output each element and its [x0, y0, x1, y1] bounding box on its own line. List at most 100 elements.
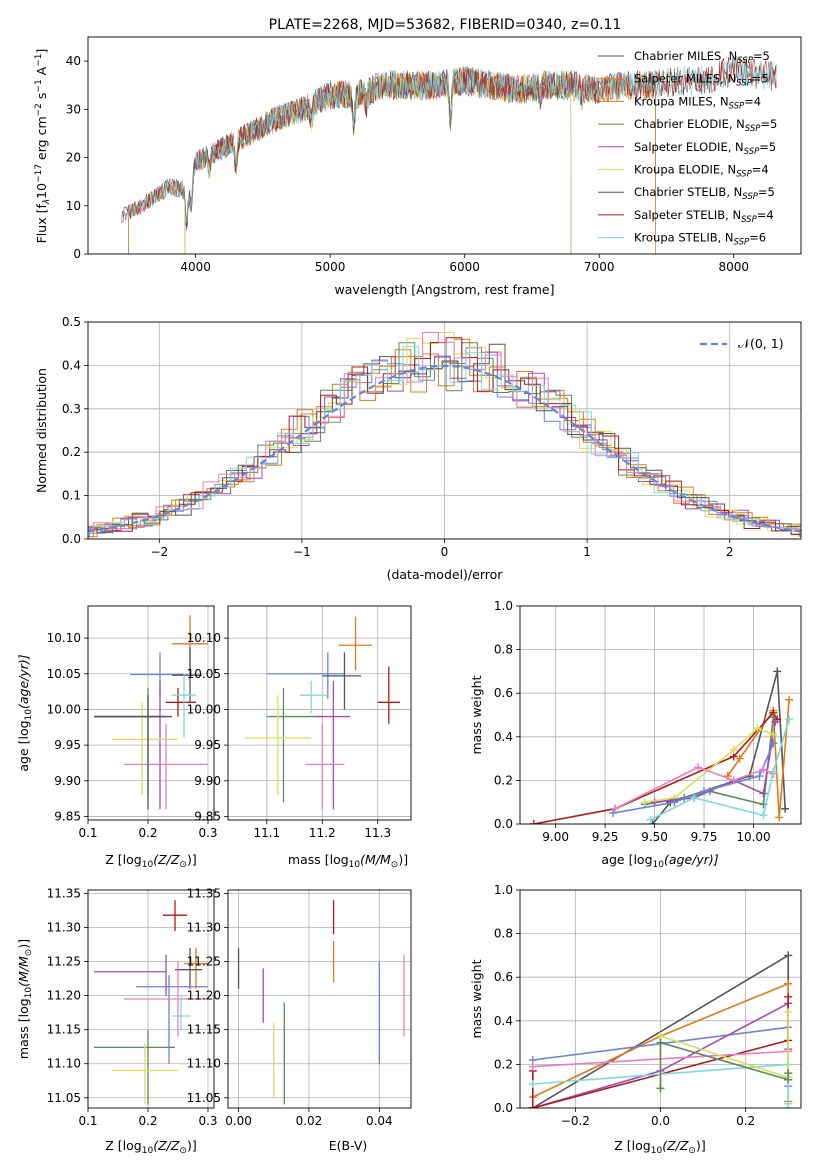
y-tick-label: 10.10: [187, 631, 221, 645]
y-tick-label: 1.0: [494, 599, 513, 613]
weight-marker: [646, 815, 655, 824]
label-part: (Z/Z: [153, 1138, 180, 1153]
weight-marker: [529, 820, 538, 824]
legend-value: =5: [759, 140, 776, 154]
label-part: 10: [142, 1146, 154, 1156]
y-tick-label: 9.85: [54, 809, 81, 823]
legend-value: =6: [749, 231, 766, 245]
axes-frame: [87, 36, 802, 255]
x-tick-label: −1: [293, 545, 311, 559]
histogram-ylabel: Normed distribution: [34, 368, 49, 493]
mass-xlabel: mass [log10(M/M⊙)]: [288, 852, 408, 870]
weight-marker: [700, 787, 709, 796]
x-tick-label: −0.2: [561, 1114, 590, 1128]
label-part: erg cm: [34, 116, 49, 164]
legend-value: =5: [753, 49, 770, 63]
y-tick-label: 0.4: [62, 358, 81, 372]
weight-marker: [729, 745, 738, 754]
y-tick-label: 10.05: [47, 667, 81, 681]
legend-sub: SSP: [744, 147, 760, 157]
label-part: −2: [34, 103, 44, 116]
legend-sub: SSP: [742, 192, 758, 202]
label-part: (M/M: [360, 852, 391, 867]
y-tick-label: 11.25: [187, 955, 221, 969]
legend-sub: SSP: [737, 56, 753, 66]
weight-marker: [735, 754, 744, 763]
weight-age-xlabel: age [log10(age/yr)]: [601, 852, 718, 870]
weight-marker: [773, 667, 782, 676]
age_vs_mass-plot: [244, 616, 400, 810]
legend-text: Kroupa STELIB, N: [634, 231, 734, 245]
y-tick-label: 0.0: [62, 532, 81, 546]
x-tick-label: 0.2: [138, 826, 157, 840]
weight-marker: [769, 730, 778, 739]
y-tick-label: 20: [66, 151, 81, 165]
legend-sub: SSP: [734, 238, 750, 248]
x-tick-label: 2: [726, 545, 734, 559]
y-tick-label: 9.85: [194, 809, 221, 823]
label-part: −1: [34, 54, 44, 67]
age-ylabel: age [log10(age/yr)]: [16, 654, 34, 771]
legend-text: Kroupa ELODIE, N: [634, 163, 736, 177]
label-part: ⊙: [688, 1146, 696, 1156]
mass_vs_ebv-axes: 0.00 0.02 0.04 11.05 11.10 11.15 11.20 11.25 11.…: [187, 886, 412, 1128]
y-tick-label: 11.15: [187, 1023, 221, 1037]
spectrum-plot: [121, 55, 777, 254]
weight-marker: [753, 724, 762, 733]
age_vs_Z-plot: [94, 615, 208, 810]
legend-entry: Kroupa ELODIE, NSSP=4: [634, 163, 769, 180]
legend-entry: Salpeter STELIB, NSSP=4: [634, 208, 774, 225]
label-part: λ: [42, 199, 52, 205]
label-part: age [log: [601, 852, 652, 867]
x-tick-label: −2: [150, 545, 168, 559]
weight_vs_Z-axes: −0.2 0.0 0.2 0.0 0.2 0.4 0.6 0.8 1.0: [494, 883, 802, 1128]
weight-line: [651, 671, 786, 824]
weight-age-ylabel: mass weight: [469, 675, 484, 754]
weight-marker: [694, 763, 703, 772]
y-tick-label: 30: [66, 102, 81, 116]
y-tick-label: 0.8: [494, 927, 513, 941]
x-tick-label: 10.00: [736, 830, 770, 844]
label-part: Z [log: [614, 1138, 650, 1153]
spectrum-ylabel: Flux [fλ10−17 erg cm−2 s−1 A−1]: [34, 49, 52, 244]
x-tick-label: 0: [441, 545, 449, 559]
legend-entry: Salpeter MILES, NSSP=5: [634, 72, 769, 89]
y-tick-label: 0.2: [494, 1057, 513, 1071]
weight_vs_Z-plot: [528, 951, 793, 1108]
legend-value: =5: [752, 72, 769, 86]
y-tick-label: 11.05: [187, 1091, 221, 1105]
axes-frame: [227, 889, 412, 1109]
weight-marker: [769, 713, 778, 722]
label-part: 10: [349, 860, 361, 870]
label-part: (M/M: [16, 956, 31, 987]
x-tick-label: 0.1: [78, 826, 97, 840]
label-part: (age/yr)]: [664, 852, 719, 867]
age_vs_mass-axes: 11.1 11.2 11.3 9.85 9.90 9.95 10.00 10.05 10.10: [187, 605, 412, 840]
mass-ylabel: mass [log10(M/M⊙)]: [16, 939, 34, 1059]
label-part: ⊙: [179, 1146, 187, 1156]
legend-value: =4: [757, 208, 774, 222]
weight-marker: [769, 739, 778, 748]
histogram-series: [88, 342, 801, 536]
label-part: 10: [34, 183, 49, 199]
weight-marker: [610, 804, 619, 813]
label-part: ⊙: [391, 860, 399, 870]
label-part: )]: [187, 1138, 197, 1153]
label-part: )]: [398, 852, 408, 867]
histogram-series: [88, 332, 801, 531]
y-tick-label: 0.6: [494, 686, 513, 700]
y-tick-label: 0.3: [62, 402, 81, 416]
x-tick-label: 0.2: [736, 1114, 755, 1128]
legend-sub: SSP: [736, 170, 752, 180]
legend-text: Chabrier MILES, N: [634, 49, 737, 63]
weight-marker: [609, 809, 618, 818]
legend-sub: SSP: [729, 101, 745, 111]
y-tick-label: 11.10: [187, 1057, 221, 1071]
y-tick-label: 0.2: [494, 773, 513, 787]
histogram-series: [88, 346, 801, 533]
y-tick-label: 0.1: [62, 489, 81, 503]
age_vs_Z-axes: 0.1 0.2 0.3 9.85 9.90 9.95 10.00 10.05 10.10: [47, 605, 218, 840]
y-tick-label: 0: [73, 247, 81, 261]
label-part: −17: [34, 164, 44, 183]
